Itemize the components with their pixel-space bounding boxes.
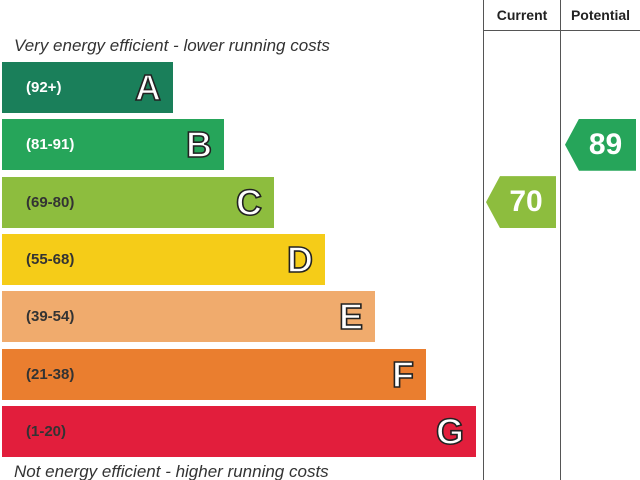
current-column-divider [483, 0, 484, 480]
potential-column-divider [560, 0, 561, 480]
band-letter: B [185, 123, 213, 166]
band-letter: F [391, 353, 415, 396]
band-d: (55-68) D [2, 233, 325, 285]
band-range-label: (81-91) [26, 136, 75, 154]
band-a: (92+) A [2, 62, 173, 113]
band-e: (39-54) E [2, 291, 375, 343]
potential-rating-arrow: 89 [565, 118, 636, 171]
band-range-label: (69-80) [26, 193, 75, 211]
potential-column-header: Potential [570, 7, 631, 23]
band-range-label: (21-38) [26, 365, 75, 383]
band-range-label: (1-20) [26, 422, 67, 440]
current-rating-arrow: 70 [486, 176, 556, 229]
band-range-label: (55-68) [26, 250, 75, 268]
band-b: (81-91) B [2, 119, 224, 171]
band-range-label: (39-54) [26, 308, 75, 326]
top-caption: Very energy efficient - lower running co… [14, 36, 330, 55]
band-c: (69-80) C [2, 176, 274, 228]
header-divider [483, 30, 640, 31]
band-range-label: (92+) [26, 79, 62, 96]
band-f: (21-38) F [2, 348, 426, 400]
band-letter: E [338, 295, 364, 338]
bottom-caption: Not energy efficient - higher running co… [14, 462, 329, 480]
current-column-header: Current [496, 7, 548, 23]
band-letter: D [286, 238, 314, 281]
band-letter: A [134, 66, 162, 109]
band-letter: C [235, 181, 263, 224]
band-letter: G [435, 410, 465, 453]
potential-rating-arrow-value: 89 [588, 127, 623, 161]
band-g: (1-20) G [2, 405, 476, 457]
current-rating-arrow-value: 70 [509, 185, 543, 219]
